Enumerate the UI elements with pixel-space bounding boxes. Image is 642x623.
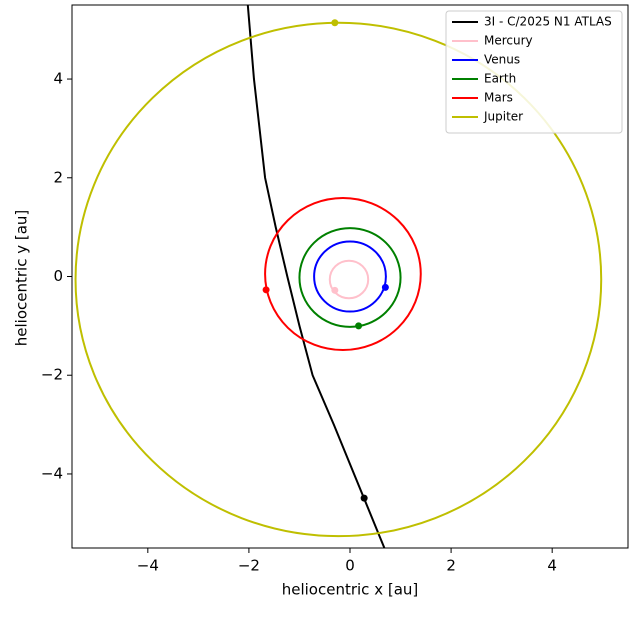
legend: 3I - C/2025 N1 ATLAS Mercury Venus Earth Mar… — [445, 10, 623, 134]
x-tick-label: 0 — [345, 557, 355, 575]
x-axis-label: heliocentric x [au] — [282, 581, 419, 599]
trajectory — [246, 5, 386, 548]
y-tick-label: 0 — [53, 267, 63, 285]
legend-label: Jupiter — [483, 110, 523, 124]
position-marker — [262, 286, 270, 294]
x-tick-label: 2 — [446, 557, 456, 575]
position-marker — [331, 286, 339, 294]
orbit — [328, 259, 370, 300]
legend-label: Earth — [484, 72, 516, 86]
orbit — [74, 21, 603, 538]
legend-label: 3I - C/2025 N1 ATLAS — [484, 15, 612, 29]
y-axis-label: heliocentric y [au] — [13, 210, 31, 347]
orbit — [264, 197, 422, 352]
legend-box — [445, 10, 623, 134]
orbit — [313, 240, 387, 313]
position-marker — [331, 19, 339, 27]
y-tick-label: −4 — [41, 464, 63, 482]
y-tick-label: 4 — [53, 70, 63, 88]
position-marker — [381, 283, 389, 291]
x-tick-label: −4 — [137, 557, 159, 575]
position-marker — [355, 322, 363, 330]
plot — [74, 5, 603, 548]
y-tick-label: 2 — [53, 168, 63, 186]
legend-label: Mars — [484, 91, 513, 105]
x-tick-label: 4 — [547, 557, 557, 575]
y-tick-label: −2 — [41, 366, 63, 384]
legend-label: Mercury — [484, 34, 533, 48]
legend-label: Venus — [484, 53, 520, 67]
plot-frame — [71, 4, 629, 549]
x-tick-label: −2 — [238, 557, 260, 575]
orbit — [298, 227, 402, 328]
position-marker — [360, 494, 368, 502]
